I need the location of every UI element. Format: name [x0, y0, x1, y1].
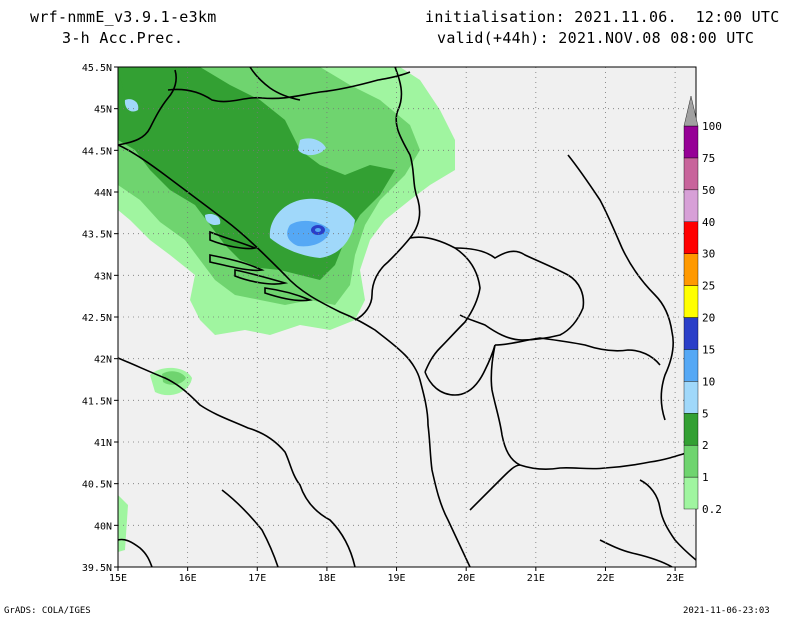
legend-label: 25: [702, 280, 715, 293]
legend-label: 5: [702, 407, 709, 420]
lat-tick-label: 43.5N: [82, 230, 112, 241]
lon-tick-label: 16E: [179, 573, 197, 584]
coastline-greece-inner: [599, 539, 673, 567]
border-greece-albania: [469, 464, 521, 511]
legend-swatch: [683, 444, 699, 478]
legend-swatch: [683, 189, 699, 222]
border-montenegro-serbia: [409, 236, 481, 373]
lon-tick-label: 20E: [457, 573, 475, 584]
island: [234, 269, 289, 285]
lat-tick-label: 44N: [94, 188, 112, 199]
legend-arrow: [683, 95, 699, 127]
lat-tick-label: 42.5N: [82, 313, 112, 324]
lat-tick-label: 40N: [94, 521, 112, 532]
border-slovenia-croatia: [118, 69, 177, 146]
legend-label: 40: [702, 216, 715, 229]
legend-label: 10: [702, 375, 715, 388]
precip-area-5: [205, 214, 221, 225]
border-serbia-bulgaria: [567, 154, 674, 421]
legend-label: 2: [702, 439, 709, 452]
legend-label: 50: [702, 184, 715, 197]
latitude-labels: 45.5N 45N 44.5N 44N 43.5N 43N 42.5N 42N 41.5N 41N…: [82, 63, 118, 574]
lat-tick-label: 43N: [94, 271, 112, 282]
lon-tick-label: 17E: [248, 573, 266, 584]
longitude-labels: 15E 16E 17E 18E 19E 20E 21E 22E 23E: [109, 567, 684, 584]
island: [264, 287, 313, 302]
legend-swatch: [683, 221, 699, 254]
precip-area-0.2: [118, 495, 128, 552]
border-albania-montenegro: [424, 344, 496, 396]
legend-swatch: [683, 476, 699, 510]
precip-area-5: [298, 138, 326, 156]
lon-tick-label: 18E: [318, 573, 336, 584]
lon-tick-label: 21E: [527, 573, 545, 584]
legend-swatch: [683, 125, 699, 159]
lon-tick-label: 15E: [109, 573, 127, 584]
precip-area-1: [162, 371, 186, 385]
legend-swatch: [683, 285, 699, 318]
lat-tick-label: 41.5N: [82, 396, 112, 407]
border-north-macedonia: [494, 337, 661, 366]
init-time: initialisation: 2021.11.06. 12:00 UTC: [425, 8, 780, 26]
legend-swatch: [683, 157, 699, 191]
coastline-italy-heel: [221, 489, 279, 567]
footer-timestamp: 2021-11-06-23:03: [683, 606, 770, 616]
precip-area-10: [315, 228, 321, 232]
border-hungary: [249, 67, 301, 101]
border-kosovo: [454, 247, 585, 341]
legend-label: 100: [702, 120, 722, 133]
precip-area-2: [118, 70, 190, 110]
lat-tick-label: 39.5N: [82, 563, 112, 574]
lon-tick-label: 19E: [388, 573, 406, 584]
island: [209, 254, 265, 272]
border-croatia-bosnia: [167, 71, 411, 103]
lon-tick-label: 22E: [596, 573, 614, 584]
legend-swatch: [683, 413, 699, 446]
legend-label: 30: [702, 248, 715, 261]
legend-swatch: [683, 253, 699, 286]
coastline-italy-south: [118, 538, 153, 567]
map-boundaries: [118, 67, 696, 567]
legend-label: 20: [702, 312, 715, 325]
coastline-east-adriatic: [118, 144, 471, 567]
lat-tick-label: 45N: [94, 105, 112, 116]
lon-tick-label: 23E: [666, 573, 684, 584]
legend-label: 75: [702, 152, 715, 165]
lat-tick-label: 44.5N: [82, 146, 112, 157]
legend-label: 15: [702, 343, 715, 356]
grid-lines: [118, 67, 696, 567]
island: [209, 230, 258, 250]
lat-tick-label: 40.5N: [82, 480, 112, 491]
field-name: 3-h Acc.Prec.: [62, 29, 184, 47]
coastline-greece: [639, 479, 696, 561]
lat-tick-label: 45.5N: [82, 63, 112, 74]
border-bosnia-east: [354, 67, 421, 321]
lat-tick-label: 42N: [94, 355, 112, 366]
legend-label: 1: [702, 471, 709, 484]
footer-credit: GrADS: COLA/IGES: [4, 606, 91, 616]
lat-tick-label: 41N: [94, 438, 112, 449]
legend-swatch: [683, 349, 699, 382]
coastline-italy: [118, 357, 356, 567]
valid-time: valid(+44h): 2021.NOV.08 08:00 UTC: [437, 29, 755, 47]
border-albania-macedonia: [490, 344, 696, 471]
model-name: wrf-nmmE_v3.9.1-e3km: [30, 8, 217, 26]
legend-swatch: [683, 317, 699, 350]
legend-label: 0.2: [702, 503, 722, 516]
legend-swatch: [683, 381, 699, 414]
